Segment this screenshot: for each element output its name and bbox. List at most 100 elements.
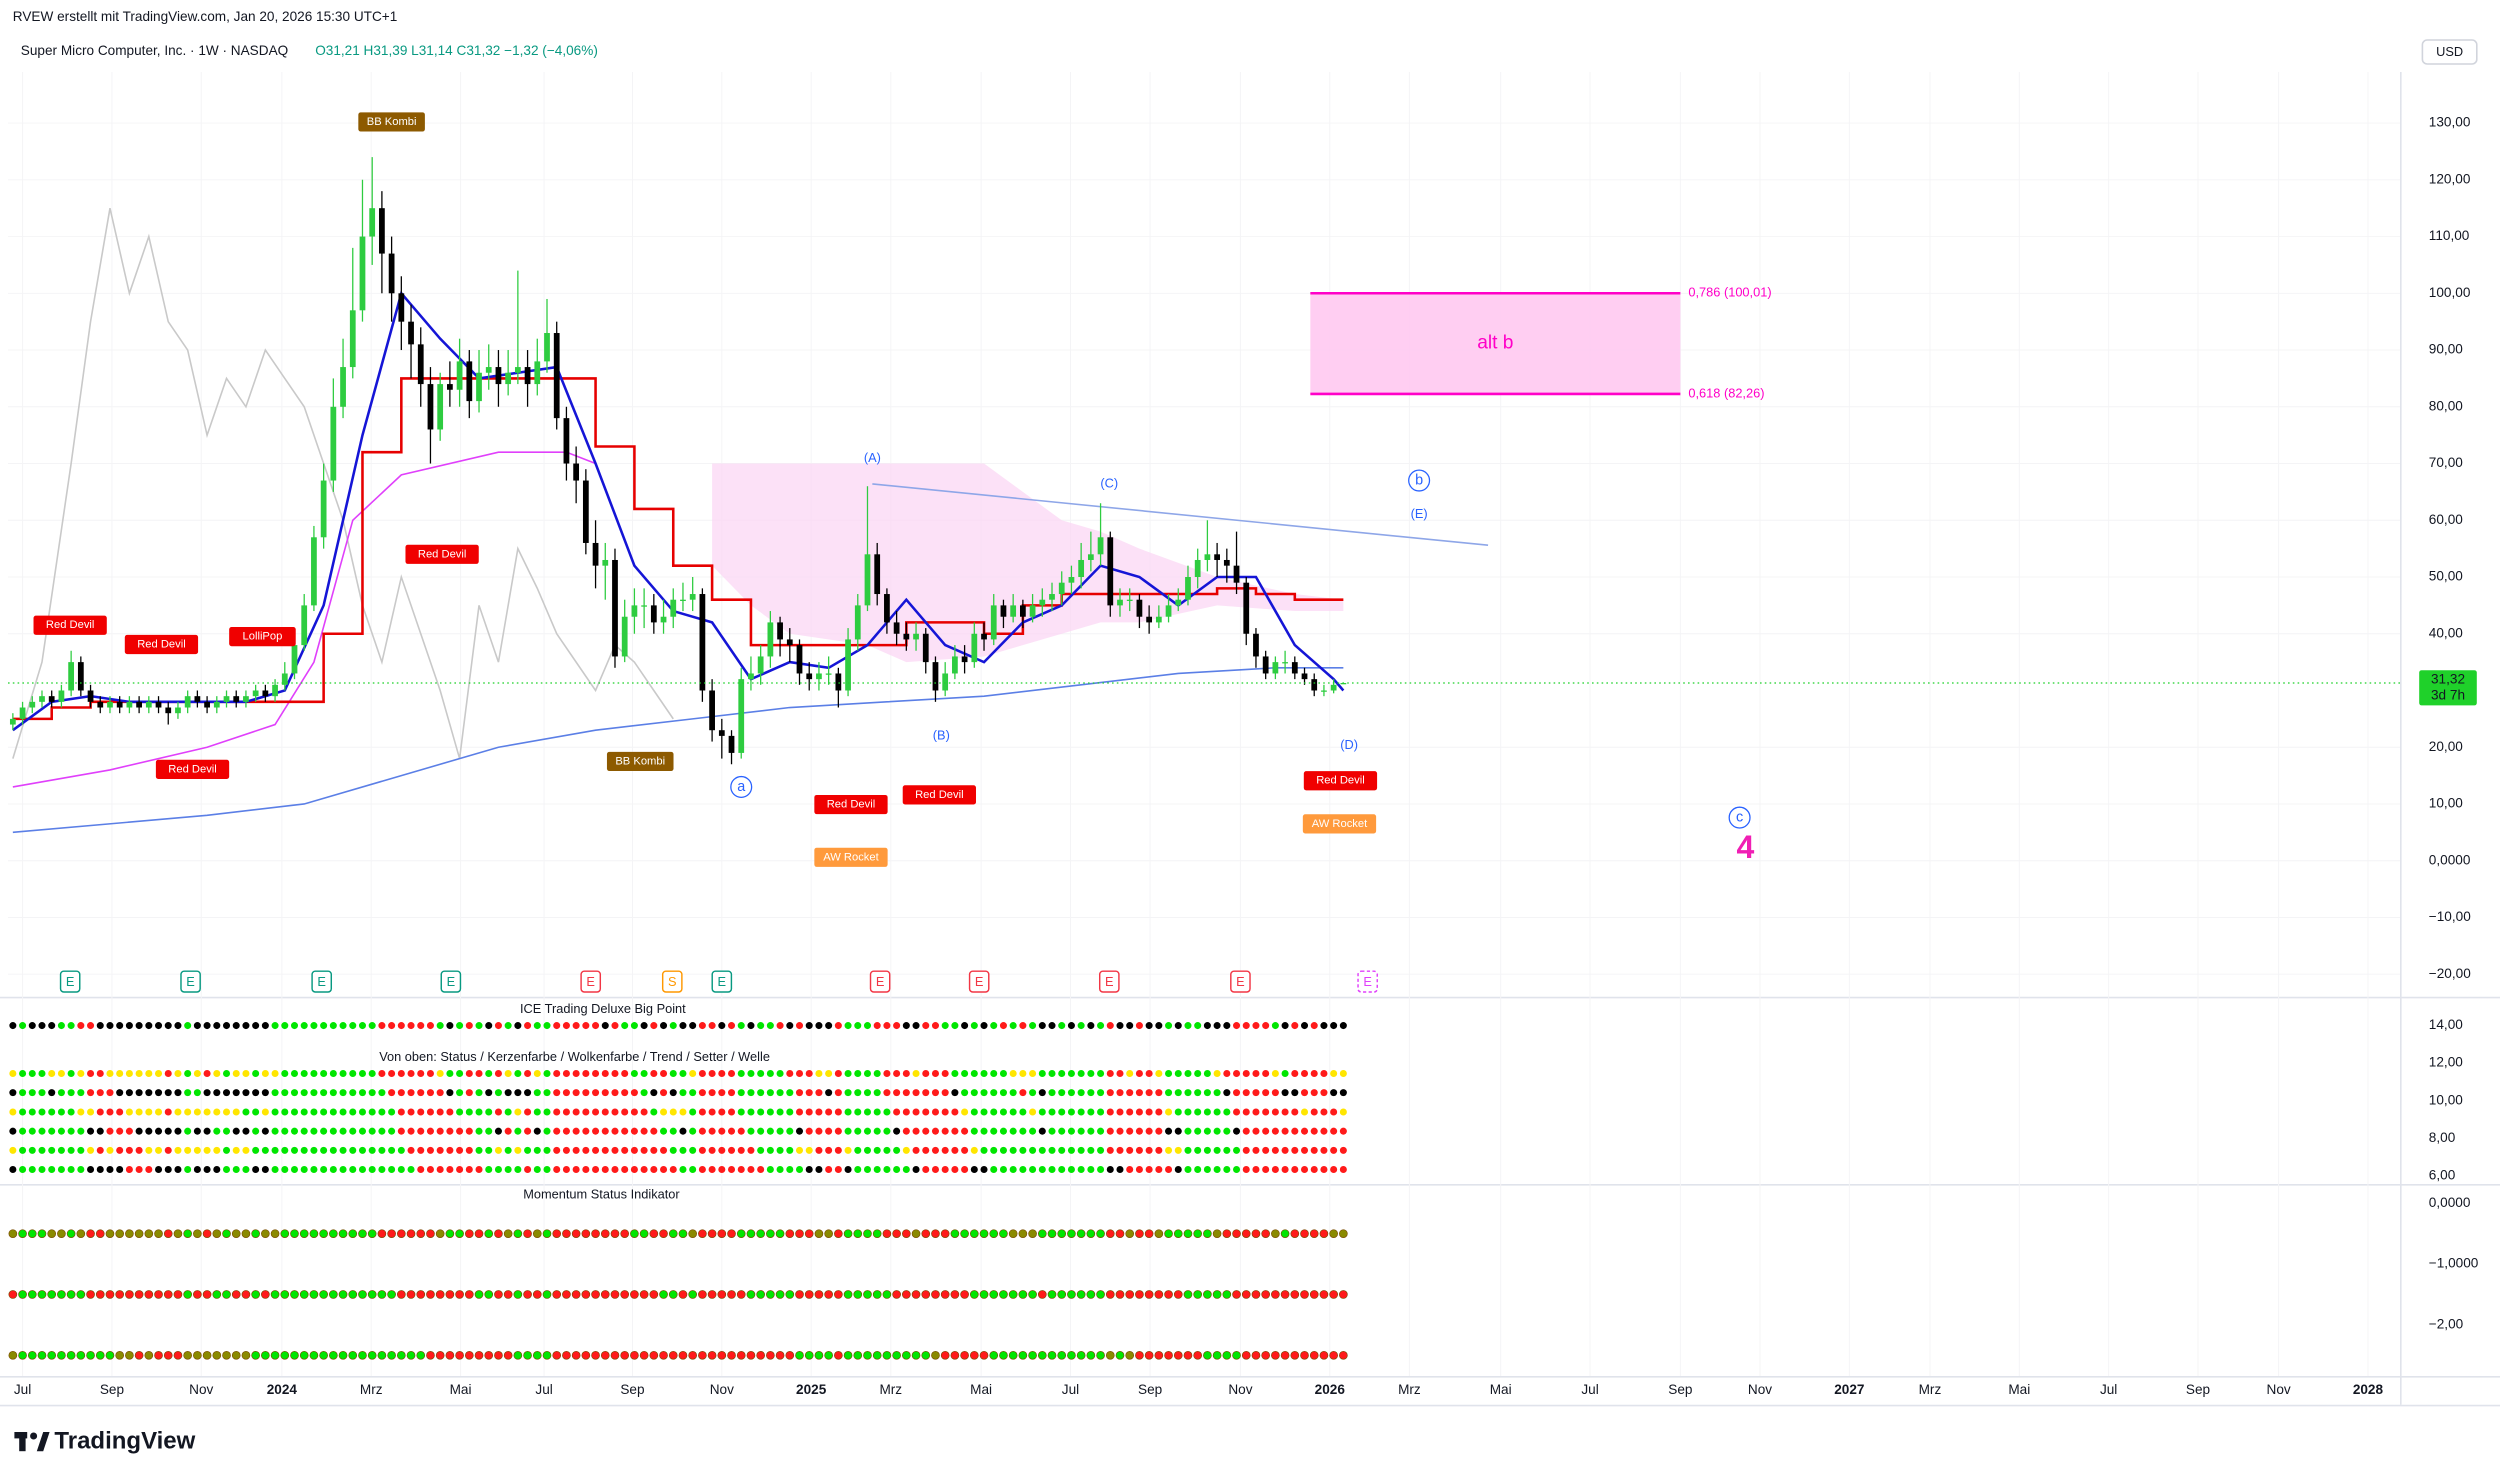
status-dot	[912, 1166, 920, 1174]
currency[interactable]: USD	[2436, 44, 2463, 59]
status-dot	[1300, 1146, 1309, 1154]
status-dot	[999, 1146, 1007, 1154]
x-tick-label: Jul	[1581, 1382, 1598, 1397]
status-dot	[737, 1022, 745, 1030]
status-dot	[309, 1290, 319, 1299]
status-dot	[174, 1022, 182, 1030]
status-dot	[1126, 1146, 1134, 1154]
status-dot	[48, 1166, 56, 1174]
status-dot	[407, 1022, 415, 1030]
status-dot	[212, 1350, 222, 1360]
status-dot	[698, 1022, 706, 1030]
signal-tag	[405, 544, 479, 564]
status-dot	[1145, 1069, 1153, 1078]
status-dot	[465, 1069, 473, 1078]
status-dot	[707, 1350, 717, 1360]
status-dot	[1155, 1089, 1163, 1097]
candle-body	[349, 310, 356, 368]
candle-body	[825, 673, 832, 675]
status-dot	[378, 1108, 386, 1116]
status-dot	[1203, 1166, 1211, 1174]
status-dot	[785, 1350, 795, 1360]
status-dot	[1233, 1069, 1241, 1078]
status-dot	[1233, 1108, 1241, 1116]
status-dot	[242, 1108, 250, 1116]
candle-body	[495, 367, 502, 385]
status-dot	[173, 1229, 183, 1238]
currency-box[interactable]	[2421, 39, 2478, 65]
status-dot	[1155, 1146, 1163, 1154]
status-dot	[397, 1089, 405, 1097]
status-dot	[358, 1108, 366, 1116]
event-marker	[180, 970, 201, 993]
status-dot	[698, 1127, 706, 1135]
status-dot	[475, 1022, 483, 1030]
status-dot	[155, 1108, 163, 1116]
status-dot	[252, 1166, 260, 1174]
logo-shape	[19, 1432, 26, 1452]
status-dot	[475, 1146, 483, 1154]
status-dot	[503, 1229, 513, 1238]
status-dot	[339, 1166, 347, 1174]
candle-body	[1185, 577, 1191, 600]
status-dot	[611, 1146, 619, 1154]
status-dot	[1008, 1350, 1018, 1360]
status-dot	[106, 1022, 114, 1030]
status-dot	[280, 1229, 290, 1238]
candle-body	[9, 718, 16, 725]
status-dot	[163, 1229, 173, 1238]
status-dot	[417, 1146, 425, 1154]
status-dot	[650, 1108, 658, 1116]
status-dot	[873, 1166, 881, 1174]
status-dot	[543, 1127, 551, 1135]
status-dot	[28, 1166, 36, 1174]
candle-body	[1311, 679, 1318, 691]
status-dot	[1281, 1146, 1289, 1154]
status-dot	[795, 1089, 804, 1097]
status-dot	[338, 1350, 348, 1360]
status-dot	[1174, 1022, 1182, 1030]
status-dot	[825, 1022, 833, 1030]
status-dot	[261, 1089, 269, 1097]
status-dot	[193, 1089, 201, 1097]
status-dot	[1310, 1069, 1318, 1078]
status-dot	[912, 1022, 920, 1030]
status-dot	[203, 1108, 211, 1116]
status-dot	[348, 1290, 358, 1299]
status-dot	[455, 1350, 464, 1360]
status-dot	[1339, 1229, 1348, 1238]
status-dot	[1203, 1350, 1212, 1360]
status-dot	[1329, 1229, 1338, 1238]
status-dot	[280, 1350, 290, 1360]
status-dot	[193, 1350, 202, 1360]
status-dot	[77, 1108, 85, 1116]
status-dot	[144, 1350, 154, 1360]
status-dot	[310, 1108, 318, 1116]
status-dot	[931, 1069, 939, 1078]
status-dot	[1194, 1166, 1202, 1174]
status-dot	[931, 1089, 939, 1097]
status-dot	[9, 1108, 17, 1116]
status-dot	[1115, 1229, 1125, 1238]
status-dot	[659, 1290, 668, 1299]
status-dot	[737, 1166, 745, 1174]
status-dot	[1077, 1069, 1085, 1078]
event-label: E	[66, 974, 75, 989]
status-dot	[853, 1290, 863, 1299]
status-dot	[1165, 1069, 1173, 1078]
status-dot	[814, 1229, 824, 1238]
status-dot	[1058, 1127, 1066, 1135]
status-dot	[766, 1022, 774, 1030]
status-dot	[514, 1022, 522, 1030]
status-dot	[562, 1146, 570, 1154]
status-dot	[232, 1089, 240, 1097]
status-dot	[1300, 1166, 1309, 1174]
status-dot	[105, 1290, 115, 1299]
candle-body	[816, 673, 822, 680]
status-dot	[290, 1108, 299, 1116]
status-dot	[19, 1166, 27, 1174]
status-dot	[941, 1069, 949, 1078]
status-dot	[912, 1127, 920, 1135]
candle-body	[1097, 537, 1104, 555]
candle-body	[456, 361, 463, 390]
